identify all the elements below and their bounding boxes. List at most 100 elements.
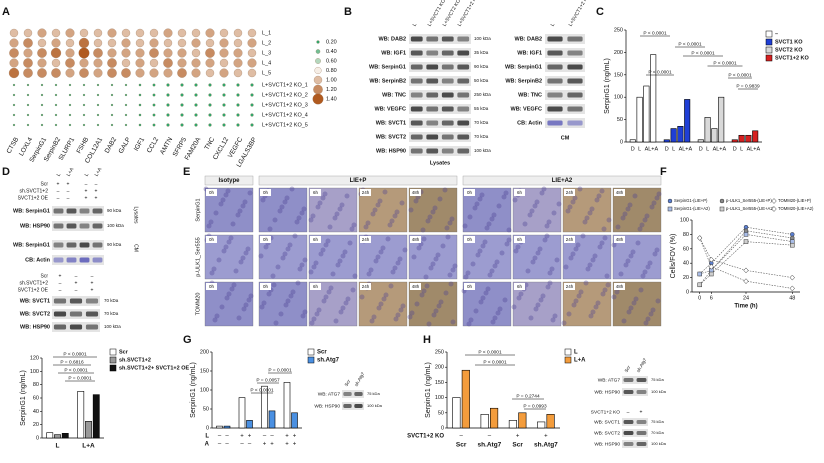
texture — [330, 271, 336, 277]
blot — [52, 255, 104, 265]
bar — [291, 412, 298, 429]
texture — [512, 197, 518, 203]
dot — [65, 38, 75, 48]
texture — [542, 237, 548, 243]
time-box — [514, 189, 525, 196]
legend-swatch — [765, 46, 773, 54]
band — [623, 442, 634, 446]
texture — [435, 252, 441, 258]
texture — [544, 223, 550, 229]
texture — [573, 246, 579, 252]
blot-label: WB: SerpinG1 — [13, 242, 50, 248]
annotation: P < 0.0001 — [478, 349, 502, 355]
sign: – — [75, 287, 78, 293]
bar — [238, 397, 246, 429]
dot — [26, 83, 30, 87]
band — [66, 208, 77, 214]
dot — [180, 123, 184, 127]
dot — [82, 123, 86, 127]
point — [790, 242, 795, 248]
y-tick-label: 20 — [33, 422, 39, 428]
texture — [223, 244, 229, 250]
panel-letter: C — [596, 6, 604, 18]
x-axis-label: Time (h) — [734, 304, 757, 310]
texture — [468, 317, 474, 323]
time-label: 48h — [616, 284, 624, 289]
dot — [93, 28, 103, 38]
gene-label: TNC — [203, 136, 216, 151]
dot — [51, 38, 61, 48]
bar — [629, 139, 636, 143]
gene-label: DAB2 — [104, 136, 119, 155]
time-box — [614, 283, 625, 290]
texture — [377, 198, 383, 204]
texture — [445, 234, 451, 240]
legend-marker — [719, 198, 725, 204]
x-tick-label: 0 — [698, 295, 701, 301]
texture — [225, 188, 231, 194]
dot — [40, 93, 44, 97]
dot — [12, 83, 16, 87]
y-tick-label: 80 — [33, 382, 39, 388]
dot — [82, 93, 86, 97]
dot — [51, 68, 61, 78]
texture — [344, 193, 350, 199]
band — [547, 64, 563, 70]
time-box — [564, 283, 575, 290]
blot-label: WB: DAB2 — [515, 36, 543, 42]
bar — [61, 433, 69, 439]
band — [567, 92, 583, 98]
panel-letter: B — [344, 6, 352, 18]
y-tick-label: 20 — [683, 275, 689, 281]
texture — [245, 246, 251, 252]
texture — [443, 290, 449, 296]
texture — [433, 308, 439, 314]
bar — [677, 126, 684, 143]
texture — [632, 193, 638, 199]
texture — [529, 208, 535, 214]
dot — [208, 83, 212, 87]
texture — [351, 222, 357, 228]
texture — [649, 204, 655, 210]
band — [53, 242, 64, 248]
dot — [222, 113, 226, 117]
blot — [52, 240, 104, 250]
time-label: 48h — [412, 284, 420, 289]
sign: + — [293, 442, 297, 448]
blot-label: WB: ATG7 — [318, 391, 341, 397]
dot — [124, 83, 128, 87]
band — [457, 106, 470, 112]
dot — [152, 103, 156, 107]
texture — [243, 250, 249, 256]
band — [441, 50, 454, 56]
dot — [194, 93, 198, 97]
row-label: sh.SVCT1+2 — [20, 280, 49, 286]
dot — [191, 38, 201, 48]
band — [410, 50, 423, 56]
dot — [110, 93, 114, 97]
dot — [177, 58, 187, 68]
blot — [409, 90, 471, 100]
y-axis-label: SerpinG1 (ng/mL) — [425, 362, 432, 418]
blot — [622, 418, 648, 426]
texture — [290, 289, 296, 295]
blot-group: Lysates — [430, 160, 450, 166]
texture — [219, 304, 225, 310]
texture — [475, 252, 481, 258]
texture — [216, 257, 222, 263]
sign: + — [57, 181, 60, 187]
kda-label: 55 kDa — [474, 106, 489, 111]
texture — [366, 271, 372, 277]
point — [708, 263, 714, 270]
sign: + — [544, 434, 548, 440]
dot — [149, 28, 159, 38]
blot-label: WB: SVCT1 — [20, 298, 50, 304]
point — [789, 285, 795, 292]
band — [53, 311, 67, 317]
sign: – — [75, 273, 78, 279]
dot — [121, 28, 131, 38]
dot — [79, 68, 89, 78]
texture — [302, 257, 308, 263]
row-label: L_3 — [262, 50, 271, 56]
kda-label: 100 kDa — [104, 324, 121, 329]
